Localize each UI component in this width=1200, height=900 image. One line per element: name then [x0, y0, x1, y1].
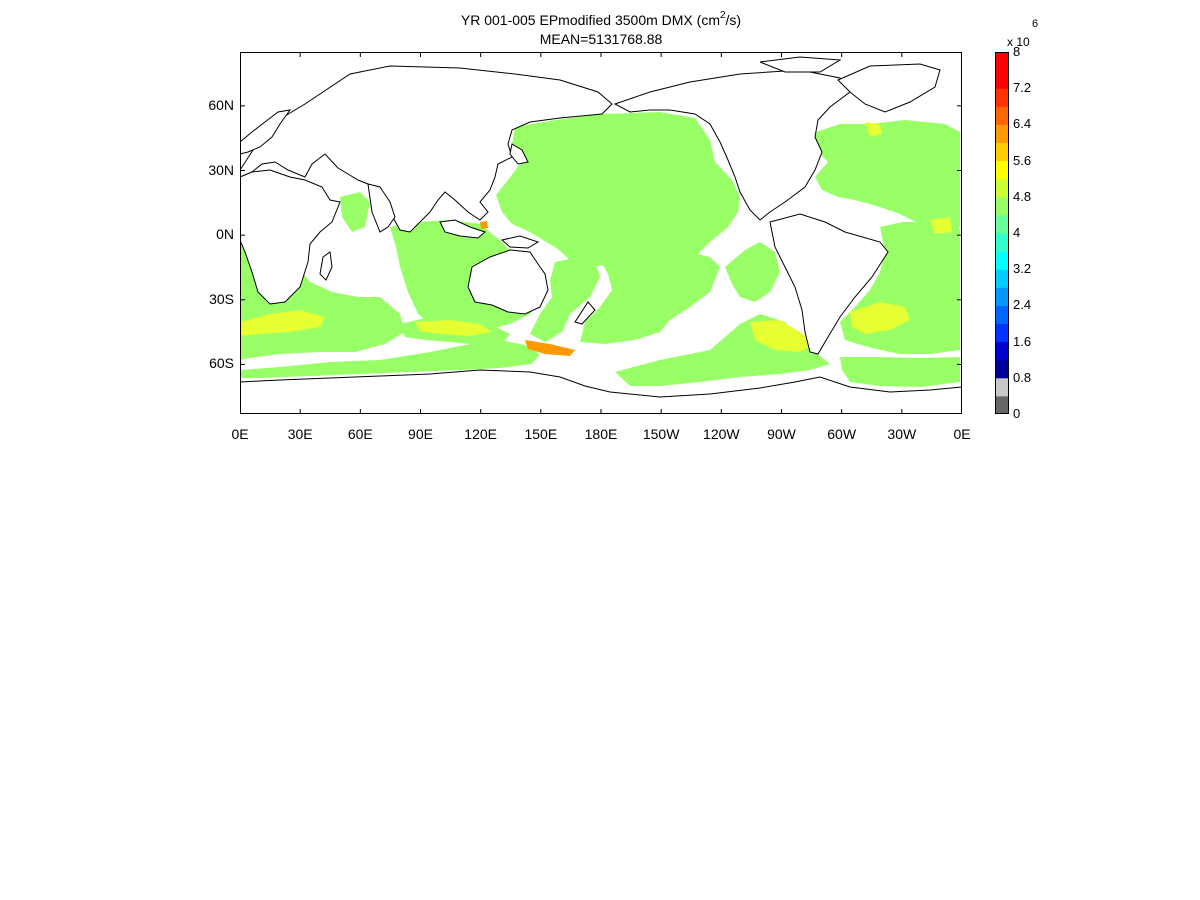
colorbar-label: 0	[1013, 406, 1021, 421]
lon-tick-label: 180E	[584, 426, 618, 442]
land-australia	[467, 249, 549, 315]
title-text-suffix: /s)	[725, 12, 742, 28]
colorbar-segment	[995, 233, 1009, 252]
colorbar-segment	[995, 251, 1009, 270]
land-uk-europe	[240, 109, 292, 155]
colorbar-segment	[995, 305, 1009, 324]
land-madagascar	[319, 251, 333, 281]
lon-tick-label: 120W	[703, 426, 740, 442]
colorbar-segment	[995, 377, 1009, 397]
lat-tick-label: 60S	[209, 355, 234, 372]
high-patch-south-atlantic	[850, 302, 910, 334]
colorbar-segment	[995, 88, 1009, 107]
land-indonesia	[439, 219, 486, 239]
lat-tick-label: 0N	[216, 226, 234, 243]
colorbar-label: 3.2	[1013, 261, 1032, 277]
title-units-superscript: 2	[719, 10, 726, 21]
land-new-zealand	[574, 301, 596, 325]
lon-tick-label: 0E	[231, 426, 249, 442]
map-subtitle-mean: MEAN=5131768.88	[539, 31, 663, 47]
colorbar-segment	[995, 106, 1009, 125]
colorbar-segment	[995, 395, 1009, 414]
colorbar-segment	[995, 178, 1009, 198]
land-south-america	[769, 213, 889, 355]
high-patch-east-atlantic	[930, 217, 952, 234]
lon-tick-marks	[240, 52, 962, 414]
colorbar-segment	[995, 323, 1009, 343]
land-greenland	[837, 63, 941, 113]
land-eurasia	[240, 65, 613, 233]
colorbar-segment	[995, 196, 1009, 216]
land-antarctica	[240, 369, 962, 414]
high-patch-north-atlantic	[865, 122, 882, 137]
colorbar-segment	[995, 287, 1009, 306]
colorbar-segment	[995, 269, 1009, 288]
lon-tick-label: 150W	[642, 426, 680, 442]
land-arctic-islands	[759, 56, 842, 73]
high-patch-southern-indian	[240, 310, 325, 336]
colorbar-segment	[995, 52, 1009, 71]
field-north-atlantic	[810, 120, 960, 232]
land-new-guinea	[500, 235, 540, 249]
lon-tick-label: 60E	[347, 426, 373, 442]
colorbar-label: 0.8	[1013, 369, 1032, 385]
colorbar-segment	[995, 142, 1009, 162]
lon-tick-label: 60W	[827, 426, 857, 442]
field-south-pacific	[580, 250, 720, 344]
peak-patch-indonesia	[480, 221, 488, 229]
land-north-america	[613, 69, 851, 221]
colorbar-label: 1.6	[1013, 333, 1032, 349]
lat-tick-label: 30N	[208, 161, 234, 178]
field-se-pacific	[725, 242, 780, 302]
field-southern-indian	[240, 340, 540, 378]
colorbar	[995, 52, 1009, 414]
colorbar-label: 8	[1013, 44, 1021, 59]
title-text-prefix: YR 001-005 EPmodified 3500m DMX (cm	[460, 12, 720, 28]
land-philippines-japan	[509, 143, 529, 165]
land-masses	[240, 56, 962, 414]
lat-tick-marks	[240, 105, 962, 365]
colorbar-segment	[995, 359, 1009, 379]
lon-tick-label: 120E	[464, 426, 497, 442]
colorbar-segment	[995, 341, 1009, 361]
land-india	[367, 183, 396, 233]
colorbar-segment	[995, 70, 1009, 89]
lon-tick-label: 90E	[408, 426, 433, 442]
field-tasman	[530, 257, 600, 342]
colorbar-label: 4.8	[1013, 188, 1032, 204]
colorbar-exponent: 6	[1032, 18, 1039, 30]
field-pacific	[496, 112, 740, 266]
lat-tick-label: 60N	[208, 96, 234, 113]
field-arabian-sea	[340, 192, 370, 232]
colorbar-label: 6.4	[1013, 116, 1032, 132]
colorbar-label: 4	[1013, 225, 1021, 240]
lon-tick-label: 30E	[287, 426, 313, 442]
colorbar-label: 7.2	[1013, 80, 1032, 96]
lon-tick-label: 150E	[524, 426, 558, 442]
high-value-patches	[240, 122, 952, 352]
colorbar-label: 2.4	[1013, 297, 1032, 313]
high-patch-southern-pacific	[750, 320, 815, 352]
colorbar-segment	[995, 124, 1009, 143]
lat-tick-label: 30S	[209, 290, 234, 307]
map-title: YR 001-005 EPmodified 3500m DMX (cm2/s)	[240, 8, 962, 28]
lon-tick-label: 30W	[887, 426, 917, 442]
colorbar-label: 5.6	[1013, 152, 1032, 168]
map-plot-area	[240, 52, 962, 414]
lon-tick-label: 0E	[953, 426, 971, 442]
colorbar-segment	[995, 160, 1009, 180]
colorbar-frame	[995, 52, 1009, 414]
colorbar-multiplier: x 10	[1007, 35, 1030, 49]
field-southern-atlantic	[840, 357, 960, 387]
high-patch-australia-south	[415, 320, 492, 336]
lon-tick-label: 90W	[767, 426, 796, 442]
peak-patch-tasman	[525, 340, 575, 356]
land-africa	[240, 169, 341, 305]
colorbar-segment	[995, 214, 1009, 234]
